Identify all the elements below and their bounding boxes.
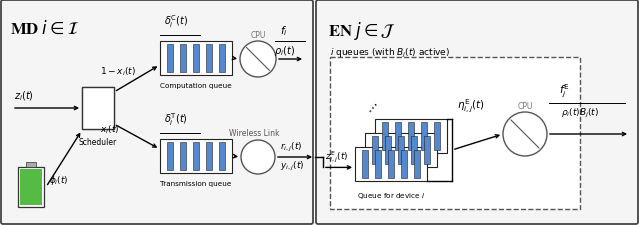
Bar [206,45,212,72]
Text: EN $j \in \mathcal{J}$: EN $j \in \mathcal{J}$ [328,20,396,42]
Bar [374,151,381,178]
FancyBboxPatch shape [1,1,313,224]
Bar [166,45,173,72]
Bar [18,167,44,207]
Text: CPU: CPU [250,31,266,40]
Text: $i$ queues (with $B_j(t)$ active): $i$ queues (with $B_j(t)$ active) [330,47,451,60]
Bar [365,133,437,167]
Text: MD $i \in \mathcal{I}$: MD $i \in \mathcal{I}$ [10,20,79,37]
Bar [166,143,173,170]
Text: $\delta_i^\mathrm{C}(t)$: $\delta_i^\mathrm{C}(t)$ [164,13,188,30]
Text: $y_{i,j}(t)$: $y_{i,j}(t)$ [280,159,304,172]
Bar [395,123,401,150]
Bar [401,151,408,178]
Text: $z_{i,j}^\mathrm{E}(t)$: $z_{i,j}^\mathrm{E}(t)$ [325,149,349,165]
Circle shape [503,112,547,156]
Text: $f_i$: $f_i$ [280,24,288,38]
Text: $\delta_i^\mathrm{T}(t)$: $\delta_i^\mathrm{T}(t)$ [164,111,188,127]
Bar [219,45,225,72]
Bar [160,42,232,76]
Bar [206,143,212,170]
Bar [434,123,440,150]
Text: $x_i(t)$: $x_i(t)$ [100,123,119,135]
Text: Computation queue: Computation queue [160,83,232,89]
Circle shape [241,140,275,174]
Bar [160,139,232,173]
Bar [375,119,447,153]
Bar [355,147,427,181]
Bar [82,88,114,129]
Bar [193,45,199,72]
Text: Transmission queue: Transmission queue [160,180,232,186]
Text: Wireless Link: Wireless Link [228,128,279,137]
Text: $\phi_i(t)$: $\phi_i(t)$ [49,174,68,187]
Bar [362,151,368,178]
Bar [26,162,36,167]
Bar [381,123,388,150]
Bar [408,123,414,150]
Bar [414,151,420,178]
Text: Scheduler: Scheduler [79,137,117,146]
Bar [193,143,199,170]
Bar [411,137,417,164]
FancyBboxPatch shape [316,1,638,224]
Bar [180,45,186,72]
Bar [372,137,378,164]
Text: $\cdots$: $\cdots$ [364,98,382,117]
Text: CPU: CPU [517,101,532,110]
Text: $\rho_i(t)$: $\rho_i(t)$ [273,44,294,58]
Text: $1 - x_i(t)$: $1 - x_i(t)$ [100,65,136,78]
Text: $\rho_i(t)B_j(t)$: $\rho_i(t)B_j(t)$ [561,106,599,119]
Text: $z_i(t)$: $z_i(t)$ [14,89,34,103]
Bar [388,151,394,178]
Bar [330,58,580,209]
Text: $\eta_{i,j}^\mathrm{E}(t)$: $\eta_{i,j}^\mathrm{E}(t)$ [457,97,485,114]
Bar [219,143,225,170]
Bar [397,137,404,164]
Text: $r_{i,j}(t)$: $r_{i,j}(t)$ [280,140,303,153]
Bar [180,143,186,170]
Bar [421,123,428,150]
Bar [385,137,391,164]
Circle shape [240,42,276,78]
Text: Queue for device $i$: Queue for device $i$ [356,190,425,200]
Bar [424,137,431,164]
Text: $f_j^\mathrm{E}$: $f_j^\mathrm{E}$ [559,82,569,99]
Bar [20,169,42,205]
Bar [82,88,114,129]
